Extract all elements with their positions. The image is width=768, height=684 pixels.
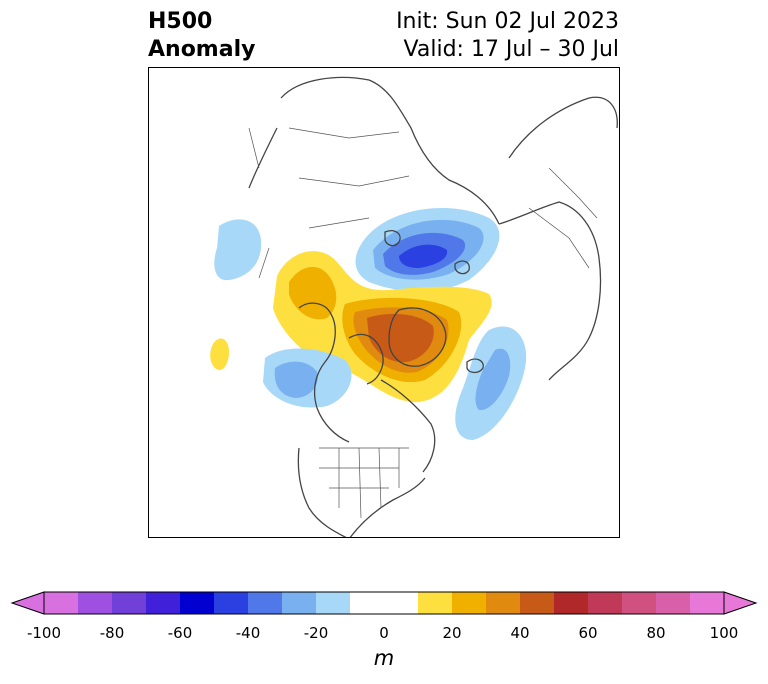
- colorbar-tick-label: -80: [99, 624, 125, 642]
- colorbar-cell: [180, 592, 215, 614]
- colorbar-cell: [690, 592, 725, 614]
- colorbar-tick-label: -40: [235, 624, 261, 642]
- colorbar-tick-label: -20: [303, 624, 329, 642]
- map-svg: [210, 76, 618, 537]
- coast-north-america-east: [380, 379, 436, 473]
- border-segment-9: [248, 127, 270, 279]
- border-segment-8: [338, 447, 400, 519]
- colorbar-cell: [248, 592, 283, 614]
- anomaly-map: [148, 67, 620, 538]
- border-segment-2: [298, 175, 410, 187]
- valid-range: Valid: 17 Jul – 30 Jul: [403, 37, 619, 62]
- coast-north-america-west: [297, 447, 347, 537]
- coast-greenland: [388, 307, 447, 367]
- colorbar-cell: [486, 592, 521, 614]
- coast-north-asia: [280, 76, 500, 225]
- title-variable: H500: [148, 9, 213, 34]
- borders: [248, 127, 598, 519]
- anomaly-pacific-negative-inner: [274, 361, 318, 398]
- border-segment-3: [308, 217, 370, 229]
- colorbar-over-triangle: [723, 591, 758, 615]
- colorbar-cell: [452, 592, 487, 614]
- colorbar-cell: [78, 592, 113, 614]
- border-segment-5: [548, 167, 598, 219]
- colorbar-under-triangle: [10, 591, 45, 615]
- border-segment-1: [288, 127, 400, 139]
- coast-east-asia: [248, 127, 278, 189]
- colorbar-tick-label: 0: [379, 624, 389, 642]
- colorbar-cell: [656, 592, 691, 614]
- colorbar-cell: [622, 592, 657, 614]
- border-segment-4: [528, 207, 590, 269]
- border-segment-7: [319, 467, 399, 489]
- coast-alaska-canada: [298, 302, 350, 443]
- coast-north-siberia-islands: [384, 230, 401, 247]
- colorbar-cell: [316, 592, 351, 614]
- coast-iceland: [466, 358, 484, 374]
- anomaly-pacific-positive: [210, 338, 229, 371]
- colorbar-tick-label: 40: [510, 624, 530, 642]
- colorbar-outline: [43, 591, 725, 615]
- colorbar-cell: [146, 592, 181, 614]
- colorbar: [10, 591, 758, 615]
- map-dates: Init: Sun 02 Jul 2023 Valid: 17 Jul – 30…: [396, 8, 619, 64]
- coastlines: [248, 76, 618, 537]
- anomaly-greenland-core: [367, 313, 434, 363]
- colorbar-cell: [112, 592, 147, 614]
- coast-scandinavia: [508, 96, 618, 159]
- colorbar-cell: [214, 592, 249, 614]
- init-date: Init: Sun 02 Jul 2023: [396, 9, 619, 34]
- colorbar-cell: [350, 592, 385, 614]
- colorbar-tick-label: 80: [646, 624, 666, 642]
- colorbar-tick-label: 20: [442, 624, 462, 642]
- coast-svalbard: [454, 260, 470, 275]
- title-field: Anomaly: [148, 37, 256, 62]
- colorbar-cell: [384, 592, 419, 614]
- coast-europe: [498, 201, 602, 381]
- colorbar-tick-label: 60: [578, 624, 598, 642]
- anomaly-atlantic-negative-inner: [475, 348, 511, 411]
- coast-mexico-gulf: [349, 477, 426, 537]
- coast-hudson-bay: [348, 333, 384, 385]
- colorbar-tick-label: -100: [26, 624, 62, 642]
- map-title: H500 Anomaly: [148, 8, 255, 64]
- colorbar-cell: [418, 592, 453, 614]
- colorbar-unit: m: [373, 646, 395, 670]
- colorbar-cell: [520, 592, 555, 614]
- colorbar-cell: [282, 592, 317, 614]
- anomaly-west-negative: [214, 219, 262, 281]
- anomaly-siberia-negative-core: [399, 244, 448, 268]
- colorbar-tick-label: -60: [167, 624, 193, 642]
- colorbar-cell: [554, 592, 589, 614]
- colorbar-cell: [44, 592, 79, 614]
- anomaly-fill: [210, 208, 527, 440]
- colorbar-tick-label: 100: [709, 624, 739, 642]
- colorbar-cell: [588, 592, 623, 614]
